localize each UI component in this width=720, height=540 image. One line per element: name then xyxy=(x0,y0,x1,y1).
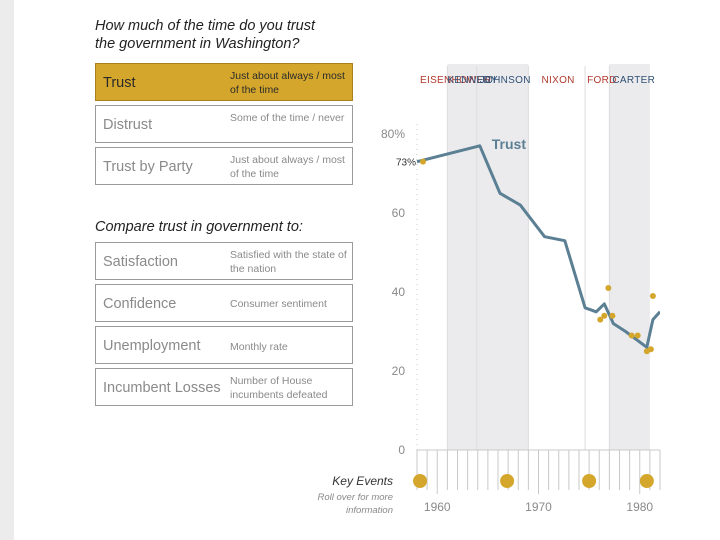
comparison-point xyxy=(649,292,656,299)
option-trust-by-party-desc: Just about always / most of the time xyxy=(230,154,345,180)
option-confidence[interactable]: Confidence Consumer sentiment xyxy=(95,284,353,322)
question-line-2: the government in Washington? xyxy=(95,36,300,52)
comparison-point xyxy=(628,332,635,339)
option-trust-desc: Just about always / most of the time xyxy=(230,70,345,96)
y-tick-label: 20 xyxy=(392,364,406,378)
key-event-marker[interactable] xyxy=(639,474,654,488)
y-tick-label: 80% xyxy=(381,127,405,141)
option-confidence-desc: Consumer sentiment xyxy=(230,298,327,310)
president-band-carter xyxy=(609,64,650,450)
option-unemployment[interactable]: Unemployment Monthly rate xyxy=(95,326,353,364)
option-incumbent-losses[interactable]: Incumbent Losses Number of House incumbe… xyxy=(95,368,353,406)
option-confidence-label: Confidence xyxy=(103,296,177,312)
option-trust-label: Trust xyxy=(103,75,136,91)
president-band-kennedy xyxy=(447,64,477,450)
y-tick-label: 60 xyxy=(392,206,406,220)
y-tick-label: 0 xyxy=(398,443,405,457)
left-margin-band xyxy=(0,0,14,540)
key-event-marker[interactable] xyxy=(500,474,515,488)
option-satisfaction[interactable]: Satisfaction Satisfied with the state of… xyxy=(95,242,353,280)
key-event-marker[interactable] xyxy=(413,474,428,488)
president-label-nixon: NIXON xyxy=(542,75,575,86)
key-events-title: Key Events xyxy=(332,474,393,488)
comparison-point xyxy=(601,312,608,319)
option-satisfaction-label: Satisfaction xyxy=(103,254,178,270)
question-line-1: How much of the time do you trust xyxy=(95,18,316,34)
president-label-johnson: JOHNSON xyxy=(480,75,531,86)
key-events-subtitle: Roll over for more information xyxy=(280,491,394,517)
x-tick-label: 1970 xyxy=(525,500,552,514)
option-distrust-label: Distrust xyxy=(103,117,153,133)
option-unemployment-desc: Monthly rate xyxy=(230,341,288,353)
option-incumbent-losses-label: Incumbent Losses xyxy=(103,380,221,396)
option-trust-by-party[interactable]: Trust by Party Just about always / most … xyxy=(95,147,353,185)
trust-series-line xyxy=(416,144,660,349)
y-tick-label: 40 xyxy=(392,285,406,299)
comparison-point xyxy=(597,316,604,323)
option-distrust-desc: Some of the time / never xyxy=(230,112,345,124)
x-tick-label: 1960 xyxy=(424,500,451,514)
x-tick-label: 1980 xyxy=(626,500,653,514)
key-events-subtitle-line-1: Roll over for more xyxy=(317,492,394,503)
option-trust-by-party-label: Trust by Party xyxy=(103,159,193,175)
option-incumbent-losses-desc: Number of House incumbents defeated xyxy=(230,375,328,401)
trust-start-label: 73% xyxy=(396,158,416,169)
president-band-johnson xyxy=(476,64,529,450)
series-label-trust: Trust xyxy=(492,136,527,152)
key-event-marker[interactable] xyxy=(582,474,597,488)
trust-start-point xyxy=(420,158,426,165)
president-label-ford: FORD xyxy=(587,75,617,86)
key-events-subtitle-line-2: information xyxy=(346,505,393,516)
comparison-point xyxy=(634,332,641,339)
comparison-point xyxy=(609,312,616,319)
comparison-point xyxy=(605,285,612,292)
president-label-eisenhower: EISENHOWER xyxy=(420,75,491,86)
option-distrust[interactable]: Distrust Some of the time / never xyxy=(95,105,353,143)
president-label-carter: CARTER xyxy=(612,75,655,86)
comparison-point xyxy=(647,346,654,353)
compare-title: Compare trust in government to: xyxy=(95,219,303,235)
option-unemployment-label: Unemployment xyxy=(103,338,201,354)
option-satisfaction-desc: Satisfied with the state of the nation xyxy=(230,249,347,275)
option-trust[interactable]: Trust Just about always / most of the ti… xyxy=(95,63,353,101)
president-label-kennedy: KENNEDY xyxy=(447,75,497,86)
